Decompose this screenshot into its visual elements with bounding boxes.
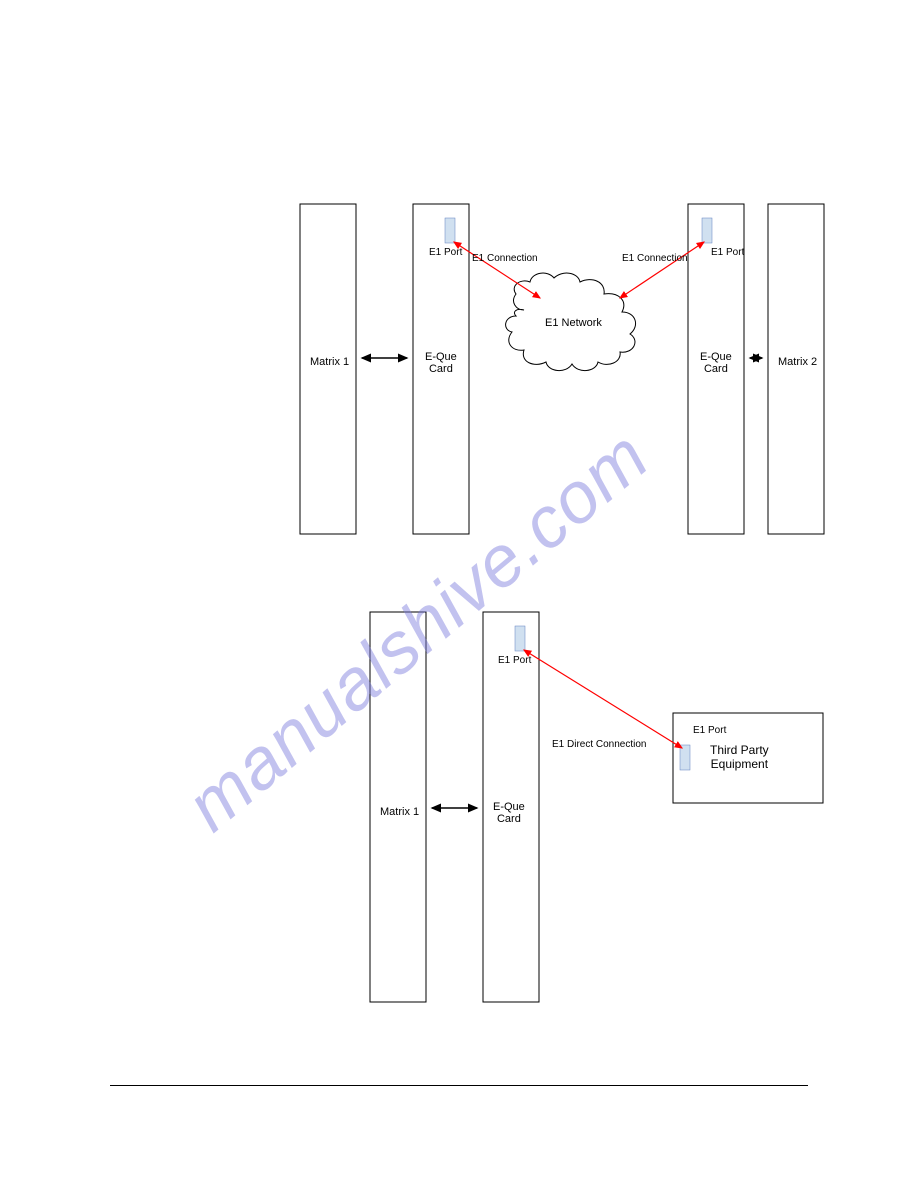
matrix1-box: [300, 204, 356, 534]
matrix1-label: Matrix 1: [310, 356, 349, 368]
footer-line: [110, 1085, 808, 1086]
cloud-label: E1 Network: [545, 317, 602, 329]
d2-conn-line: [524, 650, 682, 748]
matrix2-box: [768, 204, 824, 534]
conn2-label: E1 Connection: [622, 253, 688, 264]
conn1-label: E1 Connection: [472, 253, 538, 264]
port1-icon: [445, 218, 455, 243]
diagram-container: manualshive.com: [0, 0, 918, 1188]
d2-conn-label: E1 Direct Connection: [552, 739, 647, 750]
d2-matrix1-label: Matrix 1: [380, 806, 419, 818]
d2-port1-icon: [515, 626, 525, 651]
port2-label: E1 Port: [711, 247, 744, 258]
matrix2-label: Matrix 2: [778, 356, 817, 368]
port1-label: E1 Port: [429, 247, 462, 258]
eque2-label: E-Que Card: [700, 351, 732, 375]
d2-port1-label: E1 Port: [498, 655, 531, 666]
port2-icon: [702, 218, 712, 243]
d2-port2-icon: [680, 745, 690, 770]
d2-port2-label: E1 Port: [693, 725, 726, 736]
eque1-label: E-Que Card: [425, 351, 457, 375]
diagram-svg: [0, 0, 918, 1188]
d2-thirdparty-label: Third Party Equipment: [710, 743, 769, 771]
d2-eque-label: E-Que Card: [493, 801, 525, 825]
